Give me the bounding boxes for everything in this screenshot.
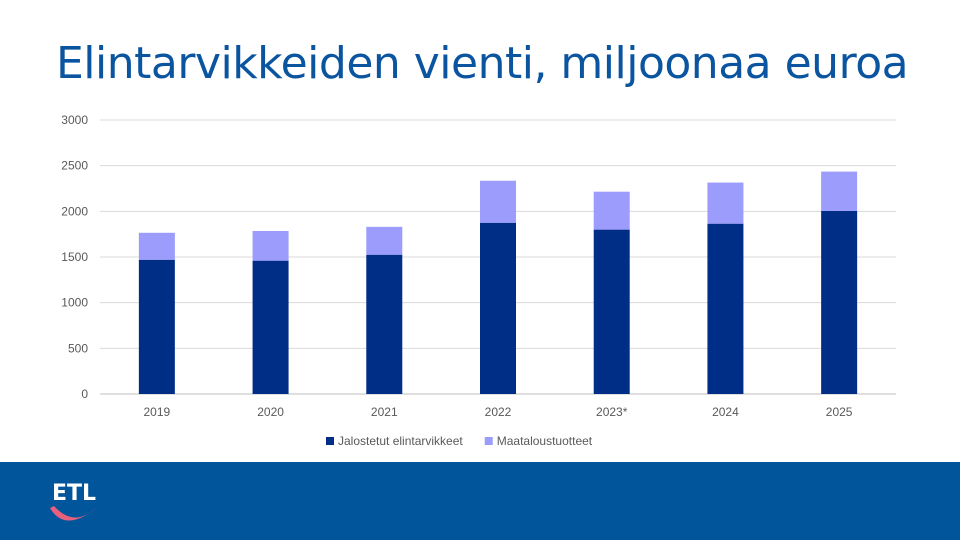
bar-processed [138, 259, 175, 394]
x-tick-label: 2025 [826, 405, 853, 419]
bar-processed [593, 229, 630, 394]
x-tick-label: 2021 [371, 405, 398, 419]
x-tick-label: 2022 [485, 405, 512, 419]
y-tick-label: 0 [81, 387, 88, 401]
logo-text: ETL [52, 481, 96, 506]
legend-label: Maataloustuotteet [497, 434, 593, 448]
logo-smile-icon [50, 506, 98, 521]
legend-swatch [484, 437, 493, 445]
y-tick-label: 1000 [61, 296, 88, 310]
bar-agri [593, 191, 630, 230]
etl-logo: ETL [50, 481, 98, 521]
bar-agri [138, 232, 175, 260]
bar-agri [252, 230, 289, 261]
x-tick-label: 2024 [712, 405, 739, 419]
bar-agri [821, 171, 858, 211]
stacked-bar-chart: 0 500 1000 1500 2000 2500 3000 2019 2020 2021 2022… [61, 113, 896, 448]
bar-processed [252, 260, 289, 394]
bar-agri [366, 226, 403, 255]
bar-processed [821, 210, 858, 394]
bar-processed [480, 222, 516, 394]
legend-label: Jalostetut elintarvikkeet [338, 434, 463, 448]
bar-agri [707, 182, 744, 224]
legend-swatch [326, 437, 334, 445]
bar-processed [366, 254, 403, 394]
x-tick-label: 2020 [257, 405, 284, 419]
x-tick-label: 2019 [144, 405, 171, 419]
y-tick-label: 2000 [61, 204, 88, 218]
x-tick-label: 2023* [596, 405, 628, 419]
footer-bar: ETL [0, 462, 960, 540]
y-tick-label: 1500 [61, 250, 88, 264]
y-tick-label: 500 [68, 341, 88, 355]
y-tick-label: 3000 [61, 113, 88, 127]
bar-agri [480, 180, 516, 223]
bar-processed [707, 223, 744, 394]
slide-title: Elintarvikkeiden vienti, miljoonaa euroa [56, 38, 909, 89]
y-tick-label: 2500 [61, 159, 88, 173]
